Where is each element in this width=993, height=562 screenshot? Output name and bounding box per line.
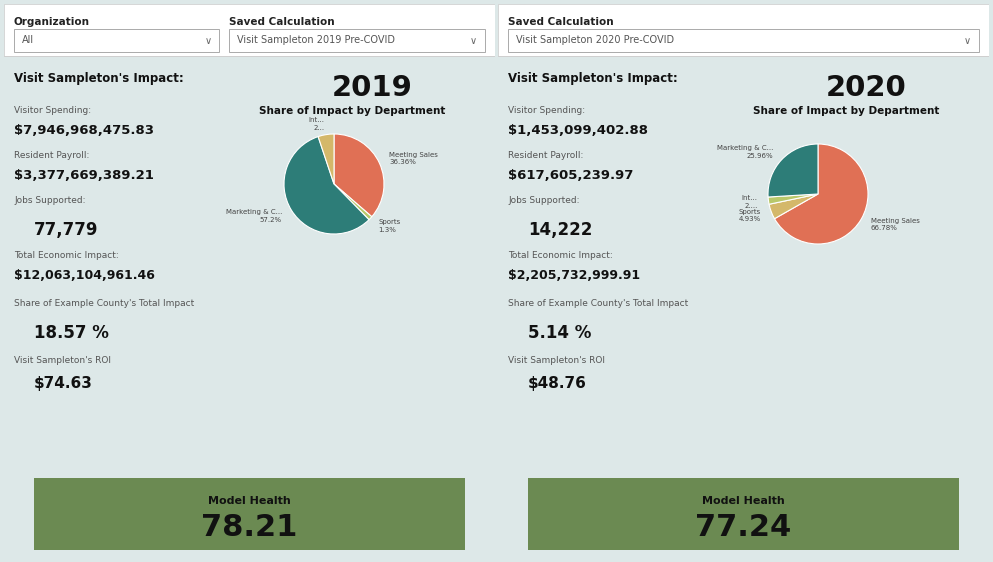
Text: ∨: ∨ — [964, 36, 971, 46]
Text: Jobs Supported:: Jobs Supported: — [508, 196, 580, 205]
Text: 14,222: 14,222 — [528, 221, 593, 239]
Text: $2,205,732,999.91: $2,205,732,999.91 — [508, 269, 640, 282]
Text: Marketing & C...
57.2%: Marketing & C... 57.2% — [225, 209, 282, 223]
Text: Share of Impact by Department: Share of Impact by Department — [754, 106, 939, 116]
Bar — [4, 4, 495, 56]
Text: Visit Sampleton's ROI: Visit Sampleton's ROI — [14, 356, 111, 365]
Text: Sports
4.93%: Sports 4.93% — [739, 209, 761, 223]
Bar — [498, 4, 989, 56]
Text: ∨: ∨ — [470, 36, 477, 46]
Text: Saved Calculation: Saved Calculation — [508, 17, 614, 27]
Wedge shape — [775, 144, 868, 244]
Text: 2019: 2019 — [332, 74, 413, 102]
Text: Meeting Sales
66.78%: Meeting Sales 66.78% — [871, 218, 920, 232]
Text: 77,779: 77,779 — [34, 221, 98, 239]
Text: Visit Sampleton 2020 Pre-COVID: Visit Sampleton 2020 Pre-COVID — [516, 35, 674, 45]
Text: Sports
1.3%: Sports 1.3% — [378, 219, 401, 233]
Text: 5.14 %: 5.14 % — [528, 324, 592, 342]
Text: Resident Payroll:: Resident Payroll: — [14, 151, 89, 160]
Text: Visit Sampleton's Impact:: Visit Sampleton's Impact: — [14, 72, 184, 85]
Text: 18.57 %: 18.57 % — [34, 324, 109, 342]
Text: Visit Sampleton 2019 Pre-COVID: Visit Sampleton 2019 Pre-COVID — [237, 35, 395, 45]
Wedge shape — [334, 184, 371, 220]
Text: Share of Impact by Department: Share of Impact by Department — [259, 106, 446, 116]
Wedge shape — [318, 134, 334, 184]
Text: $12,063,104,961.46: $12,063,104,961.46 — [14, 269, 155, 282]
Text: Visit Sampleton's Impact:: Visit Sampleton's Impact: — [508, 72, 678, 85]
Text: Model Health: Model Health — [702, 496, 784, 506]
Text: $48.76: $48.76 — [528, 376, 587, 391]
Text: Visitor Spending:: Visitor Spending: — [14, 106, 91, 115]
Text: Int...
2...: Int... 2... — [308, 117, 324, 130]
Wedge shape — [769, 194, 818, 219]
Bar — [14, 29, 219, 52]
Text: Visit Sampleton's ROI: Visit Sampleton's ROI — [508, 356, 605, 365]
Bar — [229, 29, 485, 52]
Text: Share of Example County's Total Impact: Share of Example County's Total Impact — [14, 299, 195, 308]
Text: $7,946,968,475.83: $7,946,968,475.83 — [14, 124, 154, 137]
Text: Meeting Sales
36.36%: Meeting Sales 36.36% — [389, 152, 438, 165]
Text: Share of Example County's Total Impact: Share of Example County's Total Impact — [508, 299, 688, 308]
Text: 2020: 2020 — [826, 74, 907, 102]
Wedge shape — [284, 137, 369, 234]
Text: Marketing & C...
25.96%: Marketing & C... 25.96% — [717, 146, 774, 159]
Wedge shape — [769, 194, 818, 204]
Text: Saved Calculation: Saved Calculation — [229, 17, 335, 27]
Text: $617,605,239.97: $617,605,239.97 — [508, 169, 634, 182]
Text: $1,453,099,402.88: $1,453,099,402.88 — [508, 124, 648, 137]
Text: Total Economic Impact:: Total Economic Impact: — [508, 251, 613, 260]
Text: Total Economic Impact:: Total Economic Impact: — [14, 251, 119, 260]
Text: ∨: ∨ — [205, 36, 212, 46]
Wedge shape — [334, 134, 384, 217]
Text: 78.21: 78.21 — [202, 513, 298, 542]
Text: $74.63: $74.63 — [34, 376, 93, 391]
Text: $3,377,669,389.21: $3,377,669,389.21 — [14, 169, 154, 182]
Bar — [508, 29, 979, 52]
Text: All: All — [22, 35, 34, 45]
Text: Resident Payroll:: Resident Payroll: — [508, 151, 583, 160]
Text: Model Health: Model Health — [209, 496, 291, 506]
Bar — [528, 478, 959, 550]
Bar — [34, 478, 465, 550]
Text: Jobs Supported:: Jobs Supported: — [14, 196, 85, 205]
Text: Int...
2....: Int... 2.... — [742, 196, 758, 209]
Text: Visitor Spending:: Visitor Spending: — [508, 106, 585, 115]
Text: 77.24: 77.24 — [695, 513, 791, 542]
Text: Organization: Organization — [14, 17, 90, 27]
Wedge shape — [768, 144, 818, 197]
